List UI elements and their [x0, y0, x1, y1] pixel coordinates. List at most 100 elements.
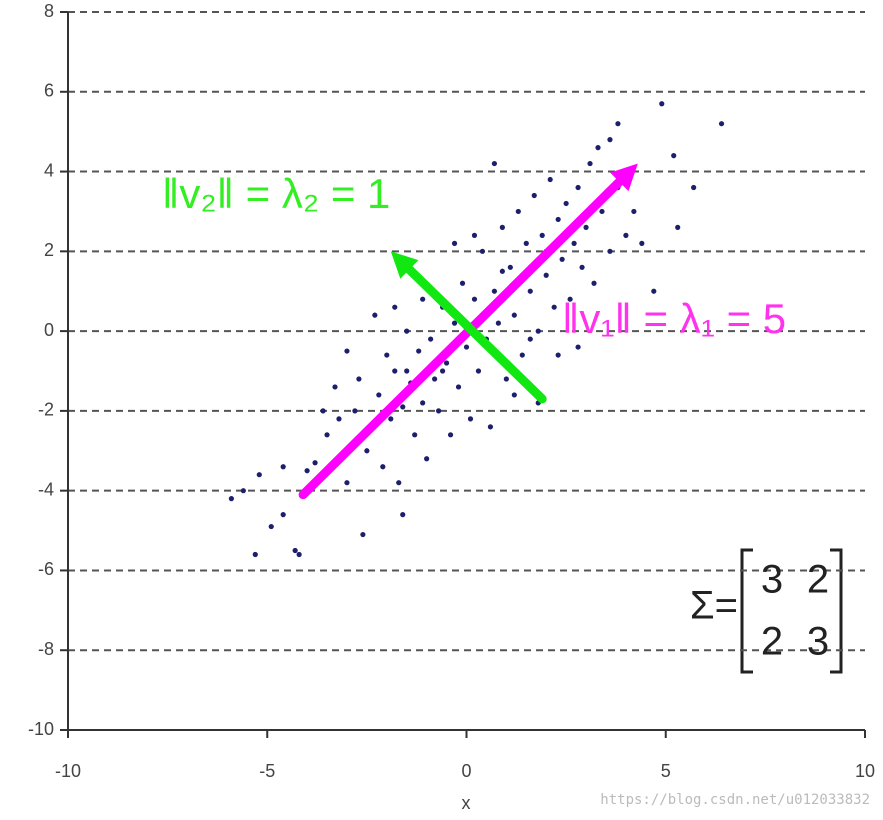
point — [607, 248, 613, 254]
point — [420, 296, 426, 302]
point — [471, 296, 478, 302]
point — [547, 176, 553, 183]
arrow-head — [390, 251, 419, 279]
point — [659, 101, 665, 107]
point — [467, 416, 474, 422]
x-tick-label: 10 — [855, 761, 875, 781]
point — [491, 160, 497, 167]
x-tick-label: 5 — [661, 761, 671, 781]
point — [447, 432, 454, 438]
point — [559, 256, 565, 262]
point — [252, 551, 258, 558]
point — [523, 240, 529, 246]
y-tick-label: -2 — [38, 400, 54, 420]
point — [344, 348, 350, 354]
point — [404, 328, 410, 334]
annotation: ‖v₁‖ = λ₁ = 5 — [562, 295, 786, 342]
matrix-entry: 2 — [761, 620, 783, 664]
arrow-shaft — [404, 264, 547, 404]
point — [352, 408, 358, 414]
point — [691, 184, 697, 191]
point — [392, 368, 398, 374]
point — [455, 384, 462, 390]
point — [511, 392, 517, 398]
point — [296, 551, 302, 558]
point — [475, 368, 482, 374]
point — [428, 336, 434, 342]
point — [575, 344, 581, 350]
point — [256, 472, 262, 478]
point — [651, 288, 657, 294]
point — [599, 208, 605, 215]
point — [380, 464, 386, 470]
point — [491, 288, 497, 294]
y-tick-label: 4 — [44, 160, 54, 180]
point — [587, 160, 593, 167]
point — [511, 312, 517, 318]
right-bracket — [830, 548, 843, 674]
point — [579, 264, 585, 270]
point — [531, 192, 537, 199]
matrix-brackets — [740, 548, 843, 674]
point — [344, 480, 350, 486]
point — [304, 468, 310, 474]
point — [487, 424, 494, 430]
point — [240, 488, 246, 494]
point — [519, 352, 525, 358]
point — [416, 348, 422, 354]
point — [360, 531, 366, 538]
point — [471, 232, 478, 238]
y-tick-label: 2 — [44, 240, 54, 260]
x-tick-label: -10 — [55, 761, 81, 781]
point — [515, 208, 521, 215]
point — [443, 360, 450, 366]
point — [292, 547, 298, 554]
point — [336, 416, 342, 422]
left-bracket — [740, 548, 753, 674]
point — [591, 280, 597, 286]
point — [280, 464, 286, 470]
point — [583, 224, 589, 230]
point — [439, 368, 446, 374]
point — [527, 288, 533, 294]
point — [527, 336, 533, 342]
point — [388, 416, 394, 422]
point — [324, 432, 330, 438]
point — [312, 460, 318, 466]
x-tick-label: -5 — [259, 761, 275, 781]
point — [436, 408, 442, 414]
point — [400, 511, 406, 518]
point — [567, 296, 573, 302]
arrow-shaft — [298, 177, 624, 500]
arrow-head — [610, 163, 638, 192]
matrix-entry: 3 — [807, 620, 829, 664]
y-tick-label: 6 — [44, 81, 54, 101]
point — [607, 137, 613, 143]
point — [507, 264, 513, 270]
point — [503, 376, 509, 382]
point — [495, 320, 501, 326]
watermark: https://blog.csdn.net/u012033832 — [600, 792, 870, 808]
point — [595, 145, 601, 151]
y-tick-label: -4 — [38, 479, 54, 499]
x-axis-label: x — [462, 793, 471, 813]
matrix-entry: 2 — [807, 558, 829, 602]
point — [420, 400, 426, 406]
point — [639, 240, 645, 246]
x-tick-label: 0 — [461, 761, 471, 781]
point — [451, 240, 458, 246]
point — [555, 352, 561, 358]
point — [675, 224, 681, 230]
point — [364, 448, 370, 454]
point — [459, 280, 466, 286]
point — [631, 208, 637, 215]
point — [412, 432, 418, 438]
point — [551, 304, 557, 310]
point — [539, 232, 545, 238]
matrix-entry: 3 — [761, 558, 783, 602]
y-tick-label: -6 — [38, 559, 54, 579]
point — [563, 200, 569, 207]
point — [535, 328, 541, 334]
point — [575, 184, 581, 191]
